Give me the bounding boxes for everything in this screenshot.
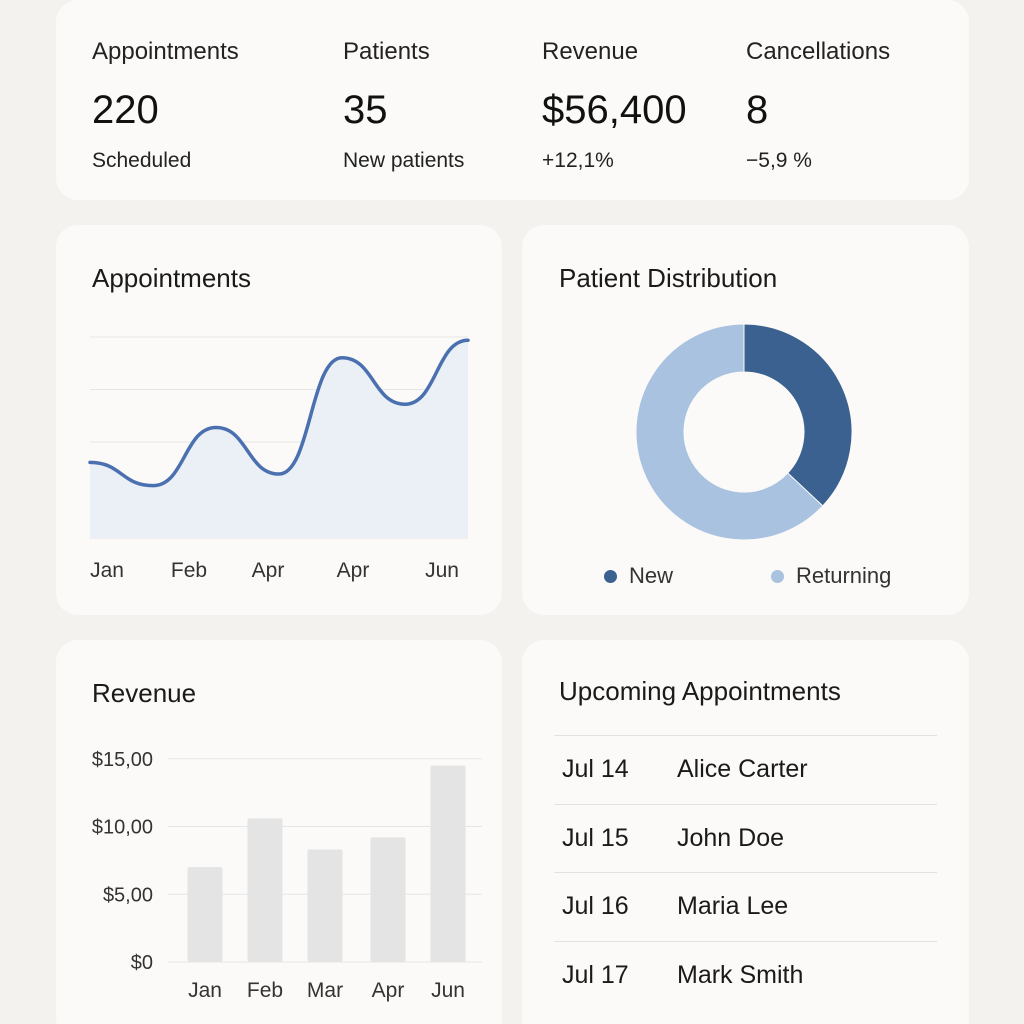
donut-slice-new <box>743 323 853 507</box>
kpi-subtext: +12,1% <box>542 149 614 172</box>
revenue-bar-jun <box>430 765 466 962</box>
kpi-subtext: −5,9 % <box>746 149 812 172</box>
kpi-value: 8 <box>746 88 769 132</box>
kpi-patients[interactable]: Patients 35 New patients <box>343 38 464 173</box>
donut-slice-returning <box>635 323 824 541</box>
appointment-patient-name: Maria Lee <box>677 892 789 920</box>
revenue-bar-mar <box>307 849 343 962</box>
appointment-date: Jul 17 <box>562 961 629 989</box>
appointment-row[interactable]: Jul 16 Maria Lee <box>554 872 937 940</box>
appointments-chart-card: Appointments Jan Feb Apr Apr Jun <box>56 225 502 615</box>
upcoming-appointments-title: Upcoming Appointments <box>559 676 841 706</box>
x-tick-label: Apr <box>337 559 370 582</box>
kpi-label: Patients <box>343 38 430 65</box>
appointment-patient-name: John Doe <box>677 824 785 852</box>
y-tick-label: $10,00 <box>92 817 153 839</box>
revenue-chart-title: Revenue <box>92 678 197 708</box>
kpi-subtext: Scheduled <box>92 149 192 172</box>
appointment-row[interactable]: Jul 15 John Doe <box>554 804 937 872</box>
appointment-patient-name: Alice Carter <box>677 755 808 783</box>
x-tick-label: Jun <box>431 979 465 1002</box>
kpi-value: 220 <box>92 88 159 132</box>
kpi-revenue[interactable]: Revenue $56,400 +12,1% <box>542 38 687 173</box>
legend-item-new[interactable]: New <box>604 563 673 589</box>
appointment-row[interactable]: Jul 14 Alice Carter <box>554 735 937 803</box>
kpi-label: Revenue <box>542 38 639 65</box>
appointment-row[interactable]: Jul 17 Mark Smith <box>554 941 937 1009</box>
appointment-date: Jul 14 <box>562 755 629 783</box>
patient-distribution-title: Patient Distribution <box>559 263 778 293</box>
kpi-appointments[interactable]: Appointments 220 Scheduled <box>92 38 239 173</box>
appointment-patient-name: Mark Smith <box>677 961 804 989</box>
legend-swatch-returning <box>771 569 784 583</box>
legend-label-returning: Returning <box>796 563 892 588</box>
revenue-chart-card: Revenue $0 $5,00 $10,00 $15,00 Jan Feb Mar Apr J… <box>56 640 502 1024</box>
kpi-cancellations[interactable]: Cancellations 8 −5,9 % <box>746 38 890 173</box>
x-tick-label: Mar <box>307 979 343 1002</box>
appointments-chart-title: Appointments <box>92 263 251 293</box>
series-line <box>88 338 470 488</box>
upcoming-appointments-card: Upcoming Appointments Jul 14 Alice Carte… <box>522 640 969 1024</box>
appointment-date: Jul 15 <box>562 824 629 852</box>
x-tick-label: Jan <box>188 979 222 1002</box>
appointments-chart: Jan Feb Apr Apr Jun <box>88 336 470 582</box>
revenue-bar-feb <box>247 818 283 962</box>
x-tick-label: Jan <box>90 559 124 582</box>
kpi-subtext: New patients <box>343 149 465 172</box>
kpi-value: 35 <box>343 88 388 132</box>
patient-distribution-chart <box>635 323 853 541</box>
x-tick-label: Apr <box>372 979 405 1002</box>
x-tick-label: Apr <box>252 559 285 582</box>
patient-distribution-card: Patient Distribution New Returning <box>522 225 969 615</box>
x-tick-label: Jun <box>425 559 459 582</box>
kpi-summary-card: Appointments 220 Scheduled Patients 35 N… <box>56 0 969 200</box>
revenue-bar-jan <box>187 867 223 962</box>
kpi-value: $56,400 <box>542 88 687 132</box>
legend-label-new: New <box>629 563 674 588</box>
x-tick-label: Feb <box>171 559 207 582</box>
revenue-chart: $0 $5,00 $10,00 $15,00 Jan Feb Mar Apr Jun <box>92 749 482 1002</box>
kpi-label: Appointments <box>92 38 239 65</box>
series-area <box>90 340 468 538</box>
kpi-label: Cancellations <box>746 38 891 65</box>
revenue-bar-apr <box>370 837 406 962</box>
y-tick-label: $5,00 <box>103 884 153 906</box>
appointment-date: Jul 16 <box>562 892 629 920</box>
x-tick-label: Feb <box>247 979 283 1002</box>
y-tick-label: $15,00 <box>92 749 153 771</box>
y-tick-label: $0 <box>131 952 153 974</box>
legend-swatch-new <box>604 569 617 583</box>
legend-item-returning[interactable]: Returning <box>771 563 891 589</box>
